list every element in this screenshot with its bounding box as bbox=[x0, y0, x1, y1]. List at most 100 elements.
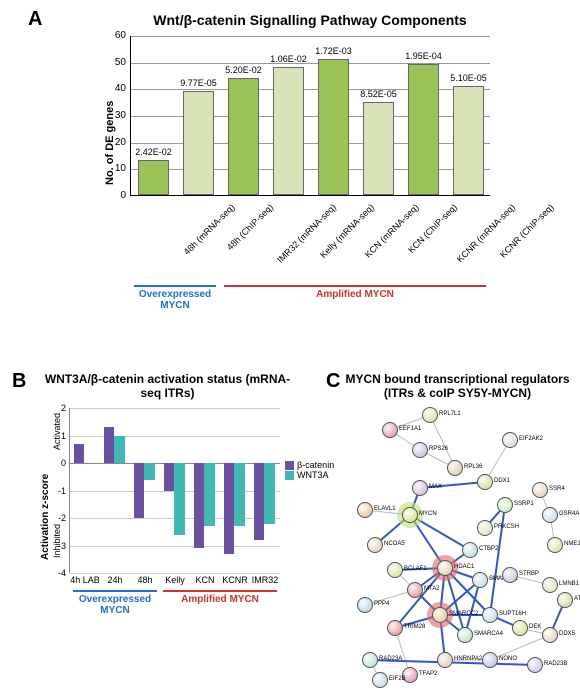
chart-b-bar bbox=[204, 463, 215, 526]
network-node bbox=[542, 507, 558, 523]
network-node-label: PRKCSH bbox=[494, 524, 519, 530]
network-node bbox=[482, 607, 498, 623]
chart-a-title: Wnt/β-catenin Signalling Pathway Compone… bbox=[90, 12, 530, 28]
network-node-label: MTA2 bbox=[424, 586, 440, 592]
chart-a-underlines: Overexpressed MYCN Amplified MYCN bbox=[130, 285, 490, 325]
network-node-label: RAD23A bbox=[379, 656, 402, 662]
network-node bbox=[437, 560, 453, 576]
network-node-label: MYCN bbox=[419, 511, 437, 517]
chart-b-bar bbox=[264, 463, 275, 524]
chart-a-pvalue: 8.52E-05 bbox=[358, 89, 400, 99]
network-node bbox=[357, 597, 373, 613]
network-node bbox=[447, 460, 463, 476]
network-node bbox=[462, 542, 478, 558]
network-node-label: SMARCC2 bbox=[449, 611, 478, 617]
network-node-label: PPP4 bbox=[374, 601, 389, 607]
chart-a-pvalue: 5.10E-05 bbox=[448, 73, 490, 83]
chart-a-group-label: Overexpressed MYCN bbox=[134, 289, 216, 311]
network-node bbox=[482, 652, 498, 668]
chart-b-category: 48h bbox=[130, 575, 160, 585]
network-node bbox=[502, 567, 518, 583]
network-node bbox=[367, 537, 383, 553]
chart-a-ylabel: No. of DE genes bbox=[104, 101, 116, 185]
chart-b bbox=[70, 408, 280, 573]
chart-b-bar bbox=[224, 463, 235, 554]
network-node bbox=[527, 657, 543, 673]
network-node-label: EEF1A1 bbox=[399, 426, 421, 432]
chart-b-ysub-top: Activated bbox=[52, 413, 62, 450]
chart-a-pvalue: 1.95E-04 bbox=[403, 51, 445, 61]
network-node bbox=[407, 582, 423, 598]
network-node-label: NME1 bbox=[564, 541, 580, 547]
chart-b-category: KCN bbox=[190, 575, 220, 585]
chart-a-bar bbox=[363, 102, 395, 195]
network-node-label: GSR4A1 bbox=[559, 511, 580, 517]
network-node bbox=[497, 497, 513, 513]
network-node bbox=[412, 480, 428, 496]
network-node bbox=[387, 620, 403, 636]
network-node-label: DEK bbox=[529, 624, 541, 630]
network-node bbox=[422, 407, 438, 423]
network-node-label: RAD23B bbox=[544, 661, 567, 667]
chart-b-ylabel: Activation z-score bbox=[40, 474, 51, 560]
network-diagram: EEF1A1RPL7L1RPS26EIF2AK2RPL36MAXDDX1ELAV… bbox=[335, 410, 575, 690]
network-node-label: RPL7L1 bbox=[439, 411, 461, 417]
chart-b-bar bbox=[134, 463, 145, 518]
chart-b-category: KCNR bbox=[220, 575, 250, 585]
network-node-label: STRBP bbox=[519, 571, 539, 577]
panel-c-label: C bbox=[326, 370, 340, 393]
network-node-label: SSRP1 bbox=[514, 501, 534, 507]
chart-b-legend: β-cateninWNT3A bbox=[285, 460, 334, 480]
network-node bbox=[557, 592, 573, 608]
network-node-label: EIF2B bbox=[389, 676, 406, 682]
network-node-label: DDX5 bbox=[559, 631, 575, 637]
chart-a-categories: 48h (mRNA-seq)48h (ChIP-seq)IMR32 (mRNA-… bbox=[130, 196, 490, 286]
chart-a-bar bbox=[453, 86, 485, 195]
network-node bbox=[387, 562, 403, 578]
network-node bbox=[357, 502, 373, 518]
network-node bbox=[532, 482, 548, 498]
chart-b-underlines: Overexpressed MYCNAmplified MYCN bbox=[70, 590, 280, 630]
chart-b-bar bbox=[104, 427, 115, 463]
network-node bbox=[502, 432, 518, 448]
chart-b-category: 4h LAB bbox=[70, 575, 100, 585]
network-node bbox=[472, 572, 488, 588]
network-node-label: SUPT16H bbox=[499, 611, 526, 617]
network-node bbox=[402, 507, 418, 523]
network-node-label: RPS26 bbox=[429, 446, 448, 452]
network-node bbox=[512, 620, 528, 636]
chart-b-ytick: -4 bbox=[50, 568, 66, 578]
chart-a-bar bbox=[228, 78, 260, 195]
network-node bbox=[372, 672, 388, 688]
network-node-label: TFAP2 bbox=[419, 671, 437, 677]
network-node-label: CTBP2 bbox=[479, 546, 498, 552]
network-node bbox=[477, 520, 493, 536]
network-node-label: DDX1 bbox=[494, 478, 510, 484]
network-node-label: HDAC1 bbox=[454, 564, 474, 570]
chart-a-bar bbox=[138, 160, 170, 195]
network-node-label: SMARCA4 bbox=[474, 631, 503, 637]
network-node bbox=[412, 442, 428, 458]
chart-a-pvalue: 1.72E-03 bbox=[313, 46, 355, 56]
chart-b-bar bbox=[114, 436, 125, 464]
panel-a-label: A bbox=[28, 8, 42, 31]
chart-b-ytick: -2 bbox=[50, 513, 66, 523]
network-node bbox=[542, 627, 558, 643]
network-node-label: BCLAF1 bbox=[404, 566, 427, 572]
network-node-label: LMNB1 bbox=[559, 581, 579, 587]
chart-a-bar bbox=[273, 67, 305, 195]
chart-b-ysub-bot: Inhibited bbox=[52, 524, 62, 558]
chart-b-category: Kelly bbox=[160, 575, 190, 585]
chart-b-ytick: 0 bbox=[50, 458, 66, 468]
chart-a-bar bbox=[318, 59, 350, 195]
chart-a-pvalue: 2.42E-02 bbox=[133, 147, 175, 157]
chart-b-bar bbox=[194, 463, 205, 548]
network-node bbox=[542, 577, 558, 593]
chart-a-pvalue: 1.06E-02 bbox=[268, 54, 310, 64]
chart-b-group-label: Amplified MYCN bbox=[163, 594, 277, 605]
network-node bbox=[362, 652, 378, 668]
network-node-label: SSR4 bbox=[549, 486, 565, 492]
legend-item: β-catenin bbox=[285, 460, 334, 470]
chart-a-pvalue: 5.20E-02 bbox=[223, 65, 265, 75]
chart-a-group-label: Amplified MYCN bbox=[224, 289, 486, 300]
